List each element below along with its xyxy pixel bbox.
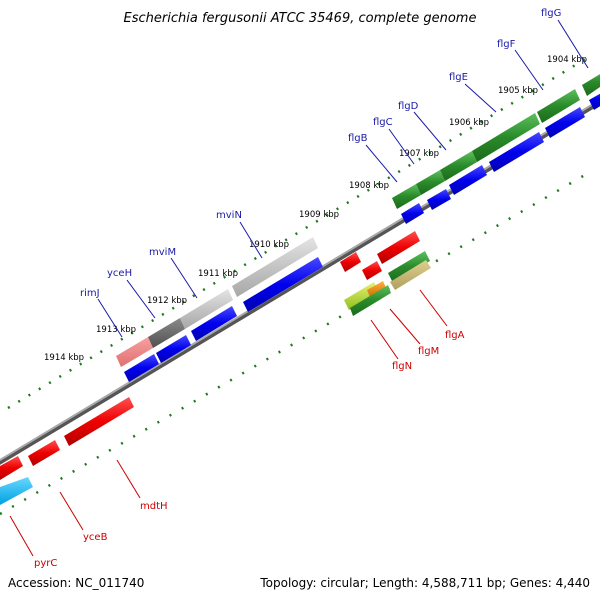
gene-pyrC[interactable] <box>0 477 33 505</box>
cds-arrow[interactable] <box>545 107 585 138</box>
forward-gene-track <box>116 68 600 367</box>
gene-label-mviM[interactable]: mviM <box>149 247 176 258</box>
kbp-label: 1914 kbp <box>44 353 84 363</box>
fwd-gene-labels: flgG flgF flgE flgD flgC flgB mviN mviM … <box>80 8 561 299</box>
kbp-scale-ring <box>7 53 593 410</box>
cds-arrow[interactable] <box>243 257 323 312</box>
gene-mviM[interactable] <box>180 289 233 329</box>
kbp-label: 1913 kbp <box>96 325 136 335</box>
gene-rimJ[interactable] <box>116 337 153 367</box>
accession-text: Accession: NC_011740 <box>8 576 144 590</box>
gene-flgA-band <box>390 260 431 290</box>
kbp-label: 1904 kbp <box>547 55 587 65</box>
gene-label-flgG[interactable]: flgG <box>541 8 561 19</box>
cds-arrow[interactable] <box>401 203 424 224</box>
gene-flgE[interactable] <box>472 113 540 162</box>
gene-flgG[interactable] <box>582 68 600 96</box>
gene-mdtH[interactable] <box>64 397 134 446</box>
cds-arrow[interactable] <box>489 132 544 172</box>
kbp-label: 1906 kbp <box>449 118 489 128</box>
cds-arrow[interactable] <box>377 231 420 264</box>
gene-flgM[interactable] <box>367 281 386 297</box>
gene-flgD[interactable] <box>440 151 477 181</box>
forward-cds-track <box>124 88 600 382</box>
gene-flgB[interactable] <box>392 184 421 209</box>
cds-arrow[interactable] <box>449 165 487 195</box>
kbp-label: 1905 kbp <box>498 86 538 96</box>
gene-label-rimJ[interactable]: rimJ <box>80 288 100 299</box>
rev-gene-labels: flgA flgM flgN mdtH yceB pyrC <box>34 330 465 569</box>
cds-arrow[interactable] <box>156 335 191 363</box>
kbp-label: 1911 kbp <box>198 269 238 279</box>
gene-flgN-band <box>350 285 391 316</box>
gene-label-flgF[interactable]: flgF <box>497 39 516 50</box>
kbp-labels: 1904 kbp 1905 kbp 1906 kbp 1907 kbp 1908… <box>44 55 587 363</box>
reverse-gene-track <box>0 231 431 505</box>
gene-label-mviN[interactable]: mviN <box>216 210 242 221</box>
cds-arrow[interactable] <box>427 189 451 210</box>
gene-flgC[interactable] <box>416 170 445 195</box>
gene-flgA[interactable] <box>388 251 430 283</box>
gene-label-flgN[interactable]: flgN <box>392 361 412 372</box>
gene-label-flgE[interactable]: flgE <box>449 72 468 83</box>
gene-label-flgM[interactable]: flgM <box>418 346 439 357</box>
gene-yceB[interactable] <box>28 440 60 466</box>
kbp-label: 1907 kbp <box>399 149 439 159</box>
cds-arrow[interactable] <box>589 88 600 110</box>
topology-text: Topology: circular; Length: 4,588,711 bp… <box>259 576 590 590</box>
gene-label-flgD[interactable]: flgD <box>398 101 419 112</box>
kbp-label: 1908 kbp <box>349 181 389 191</box>
gc-ring <box>0 170 591 516</box>
gene-label-yceB[interactable]: yceB <box>83 532 108 543</box>
cds-arrow[interactable] <box>340 252 361 272</box>
gene-mviN[interactable] <box>232 237 318 297</box>
kbp-label: 1909 kbp <box>299 210 339 220</box>
kbp-label: 1912 kbp <box>147 296 187 306</box>
map-title: Escherichia fergusonii ATCC 35469, compl… <box>124 11 477 26</box>
cds-arrow[interactable] <box>0 456 23 480</box>
cds-arrow[interactable] <box>124 354 159 382</box>
gene-label-yceH[interactable]: yceH <box>107 268 132 279</box>
gene-label-flgB[interactable]: flgB <box>348 133 368 144</box>
cds-arrow[interactable] <box>191 306 237 341</box>
gene-label-pyrC[interactable]: pyrC <box>34 558 57 569</box>
fwd-leader-lines <box>97 19 589 338</box>
rev-leader-lines <box>9 289 448 557</box>
gene-flgF[interactable] <box>537 89 580 123</box>
gene-label-flgC[interactable]: flgC <box>373 117 393 128</box>
gene-yceH[interactable] <box>148 318 185 348</box>
gene-label-flgA[interactable]: flgA <box>445 330 465 341</box>
cds-arrow[interactable] <box>362 261 382 280</box>
kbp-label: 1910 kbp <box>249 240 289 250</box>
gene-label-mdtH[interactable]: mdtH <box>140 501 168 512</box>
